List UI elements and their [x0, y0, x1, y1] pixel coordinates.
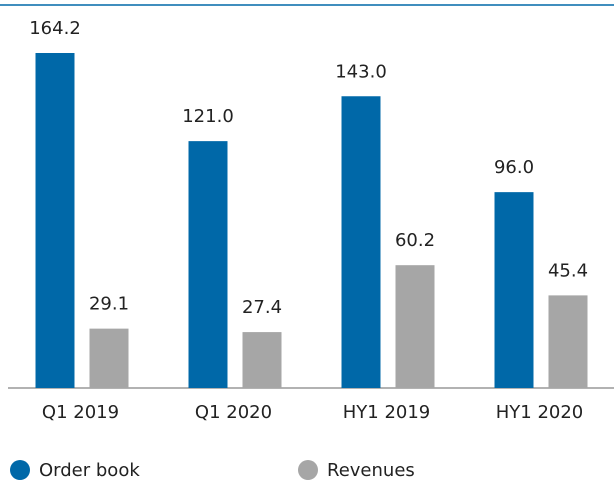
bar: [188, 141, 228, 388]
value-label: 164.2: [29, 18, 81, 39]
bar: [395, 265, 435, 388]
x-tick-label: HY1 2020: [496, 402, 584, 423]
bar: [89, 328, 129, 388]
x-tick-label: Q1 2019: [42, 402, 119, 423]
legend-marker: [10, 460, 30, 480]
legend-marker: [298, 460, 318, 480]
value-label: 45.4: [548, 260, 588, 281]
legend-label: Order book: [39, 460, 140, 481]
value-label: 96.0: [494, 157, 534, 178]
x-tick-label: HY1 2019: [343, 402, 431, 423]
value-label: 143.0: [335, 61, 387, 82]
bar: [494, 192, 534, 388]
value-label: 60.2: [395, 230, 435, 251]
legend-label: Revenues: [327, 460, 415, 481]
value-label: 121.0: [182, 106, 234, 127]
bar: [242, 332, 282, 388]
bar: [35, 53, 75, 388]
bar: [341, 96, 381, 388]
x-tick-label: Q1 2020: [195, 402, 272, 423]
bar: [548, 295, 588, 388]
value-label: 27.4: [242, 297, 282, 318]
value-label: 29.1: [89, 294, 129, 315]
